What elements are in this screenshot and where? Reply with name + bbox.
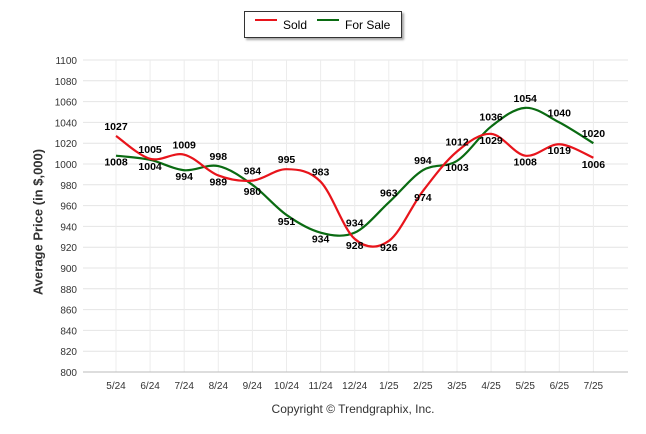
y-tick-label: 920 — [60, 243, 77, 254]
x-tick-label: 12/24 — [342, 381, 367, 392]
y-tick-label: 1060 — [55, 98, 78, 109]
x-tick-label: 5/24 — [106, 381, 126, 392]
data-label: 1008 — [514, 157, 538, 169]
x-tick-label: 11/24 — [308, 381, 333, 392]
y-tick-label: 840 — [60, 326, 77, 337]
legend-swatch-for-sale — [317, 19, 339, 21]
data-label: 934 — [312, 234, 330, 246]
x-tick-labels: 5/24 6/24 7/24 8/24 9/24 10/24 11/24 12/24 1/25 2… — [106, 381, 603, 392]
data-label: 974 — [414, 192, 432, 204]
data-label: 983 — [312, 167, 330, 179]
copyright-footer: Copyright © Trendgraphix, Inc. — [271, 402, 435, 416]
legend-swatch-sold — [255, 19, 277, 21]
data-label: 984 — [244, 166, 262, 178]
data-label: 1054 — [514, 93, 538, 105]
y-tick-label: 940 — [60, 222, 77, 233]
x-tick-label: 5/25 — [515, 381, 535, 392]
data-label: 1029 — [479, 135, 503, 147]
x-tick-label: 10/24 — [274, 381, 299, 392]
x-tick-label: 7/25 — [584, 381, 604, 392]
y-tick-label: 960 — [60, 202, 77, 213]
y-tick-labels: 800 820 840 860 880 900 920 940 960 980 1000 1020 10… — [55, 56, 78, 379]
series-line-sold — [115, 132, 594, 248]
data-label: 1008 — [104, 157, 128, 169]
x-tick-label: 1/25 — [379, 381, 399, 392]
data-label: 1019 — [548, 145, 572, 157]
data-label: 928 — [346, 240, 364, 252]
y-tick-label: 860 — [60, 306, 77, 317]
data-label: 1040 — [548, 107, 572, 119]
data-label: 1036 — [479, 112, 503, 124]
y-tick-label: 900 — [60, 264, 77, 275]
data-label: 1009 — [173, 140, 197, 152]
data-label: 1027 — [104, 121, 128, 133]
data-label: 934 — [346, 218, 364, 230]
data-label: 1020 — [582, 128, 606, 140]
data-label: 951 — [278, 216, 296, 228]
y-tick-label: 1000 — [55, 160, 78, 171]
y-tick-label: 1040 — [55, 118, 78, 129]
data-label: 1004 — [138, 161, 162, 173]
data-label: 926 — [380, 242, 398, 254]
data-labels: 1027 1005 1009 989 984 995 983 928 926 974 1012 102… — [104, 93, 605, 254]
y-tick-label: 980 — [60, 181, 77, 192]
data-label: 989 — [210, 176, 228, 188]
legend: Sold For Sale — [244, 11, 402, 38]
y-tick-label: 1100 — [55, 56, 77, 67]
y-tick-label: 820 — [60, 347, 77, 358]
data-label: 1006 — [582, 159, 606, 171]
data-label: 995 — [278, 154, 296, 166]
y-tick-label: 880 — [60, 285, 77, 296]
data-label: 1005 — [138, 144, 162, 156]
gridlines — [83, 59, 628, 373]
x-tick-label: 6/25 — [550, 381, 570, 392]
x-tick-label: 6/24 — [140, 381, 160, 392]
x-tick-label: 7/24 — [174, 381, 194, 392]
x-tick-label: 8/24 — [209, 381, 229, 392]
x-tick-label: 2/25 — [413, 381, 433, 392]
data-label: 963 — [380, 187, 398, 199]
data-label: 994 — [175, 171, 193, 183]
data-label: 994 — [414, 155, 432, 167]
y-tick-label: 1020 — [55, 139, 78, 150]
legend-label-for-sale: For Sale — [345, 18, 391, 32]
y-axis-label: Average Price (in $,000) — [30, 148, 46, 296]
series-lines — [115, 106, 594, 248]
x-tick-label: 4/25 — [481, 381, 501, 392]
data-label: 1012 — [445, 137, 469, 149]
x-tick-label: 9/24 — [243, 381, 263, 392]
data-label: 980 — [244, 186, 262, 198]
data-label: 998 — [210, 151, 228, 163]
data-label: 1003 — [445, 162, 469, 174]
y-tick-label: 1080 — [55, 77, 78, 88]
x-tick-label: 3/25 — [447, 381, 467, 392]
legend-label-sold: Sold — [283, 18, 308, 32]
y-tick-label: 800 — [60, 368, 77, 379]
